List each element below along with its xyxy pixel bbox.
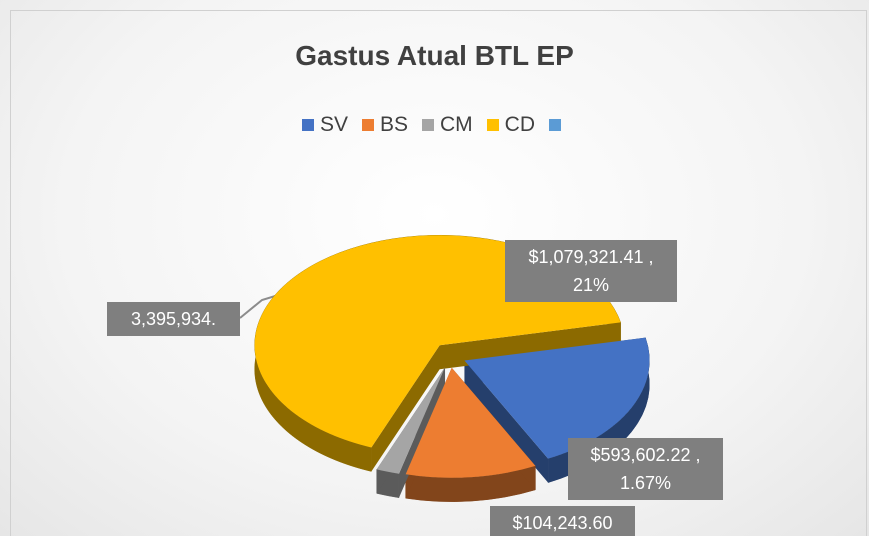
slice-side (371, 322, 621, 472)
chart-frame (10, 10, 867, 536)
data-label: $1,079,321.41 , 21% (505, 240, 677, 302)
legend-item (549, 112, 567, 138)
chart-title: Gastus Atual BTL EP (295, 40, 574, 71)
legend-label: SV (319, 113, 348, 136)
legend-swatch (549, 119, 562, 131)
slice (376, 367, 446, 474)
legend-swatch (301, 119, 314, 131)
data-label: 3,395,934. (107, 302, 240, 336)
legend-label: CD (504, 113, 536, 136)
legend-item: CM (422, 112, 473, 138)
legend-label: CM (440, 113, 473, 136)
legend-label: BS (379, 113, 408, 136)
legend-swatch (361, 119, 374, 131)
legend-item: SV (301, 112, 348, 138)
legend-swatch (486, 119, 499, 131)
data-label: $593,602.22 , 1.67% (568, 438, 723, 500)
data-label: $104,243.60 (490, 506, 635, 536)
legend-item: CD (486, 112, 536, 138)
legend: SV BS CM CD (0, 112, 869, 138)
legend-item: BS (361, 112, 408, 138)
slice (464, 337, 650, 459)
legend-swatch (422, 119, 434, 131)
slice (405, 367, 536, 478)
